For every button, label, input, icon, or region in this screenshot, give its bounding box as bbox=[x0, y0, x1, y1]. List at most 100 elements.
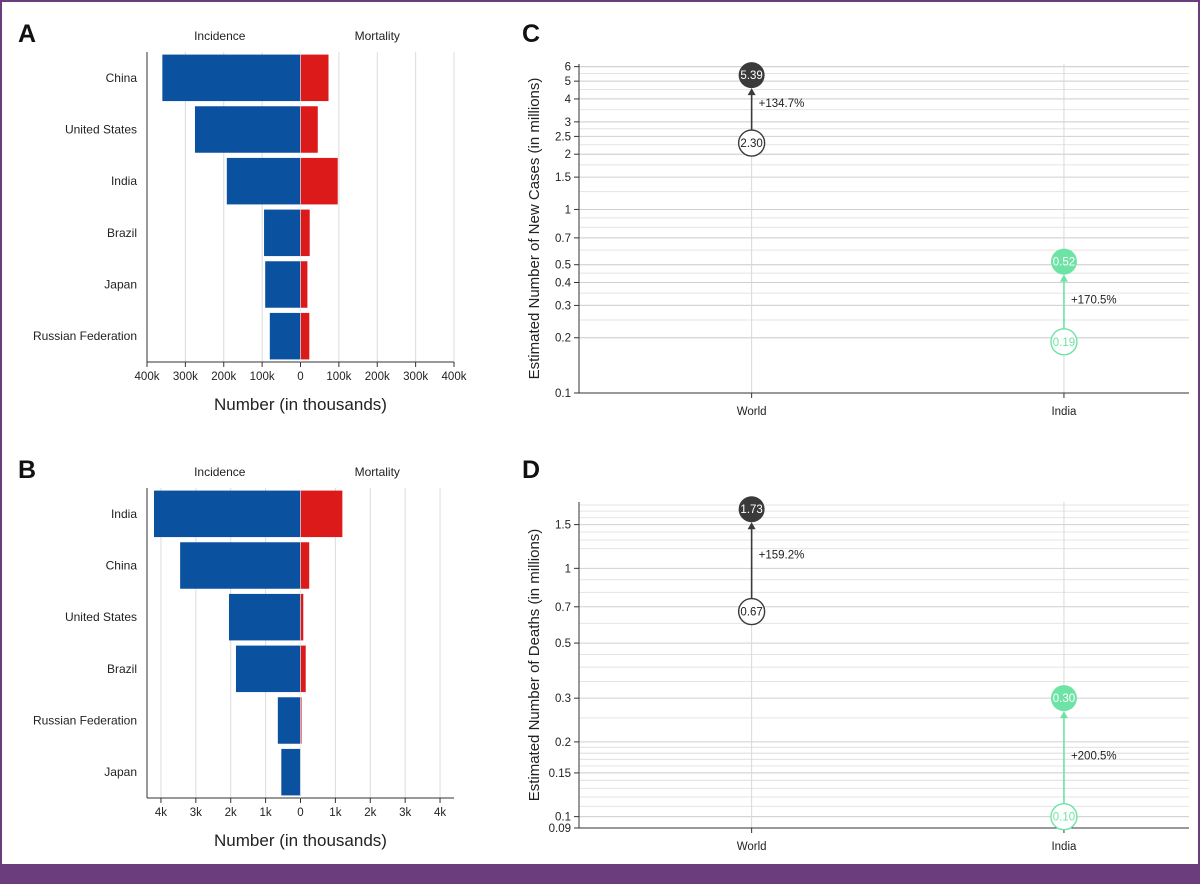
y-axis-title: Estimated Number of New Cases (in millio… bbox=[526, 78, 543, 380]
bar-mortality-united-states bbox=[300, 593, 304, 641]
bar-incidence-india bbox=[226, 157, 301, 205]
x-tick-label-world: World bbox=[737, 841, 767, 853]
x-tick-label: 2k bbox=[364, 807, 376, 819]
point-end-world bbox=[738, 496, 765, 523]
y-tick-label: 0.3 bbox=[555, 300, 571, 312]
change-annotation-india: +170.5% bbox=[1071, 295, 1117, 307]
x-tick-label: 200k bbox=[211, 371, 236, 383]
x-tick-label: 100k bbox=[326, 371, 351, 383]
category-label: Brazil bbox=[107, 226, 137, 240]
chart-a-incidence-mortality-bars: Incidence Mortality China United States Indi… bbox=[33, 29, 467, 414]
x-tick-label: 200k bbox=[365, 371, 390, 383]
point-end-india bbox=[1050, 248, 1077, 275]
y-tick-label: 0.2 bbox=[555, 737, 571, 749]
chart-c-new-cases-dot-plot: 6 5 4 3 2.5 2 1.5 1 0.7 0.5 0.4 0.3 0.2 0.1 World India… bbox=[526, 62, 1189, 418]
x-tick-label: 0 bbox=[297, 807, 303, 819]
category-label: China bbox=[106, 71, 138, 85]
point-end-label: 5.39 bbox=[740, 70, 762, 82]
bar-incidence-brazil bbox=[264, 209, 301, 257]
figure-canvas: A B C D Incidence Mortality China United St… bbox=[18, 20, 1189, 853]
x-tick-label: 1k bbox=[260, 807, 272, 819]
bar-incidence-brazil bbox=[235, 645, 301, 693]
bar-incidence-japan bbox=[281, 748, 301, 796]
y-tick-label: 0.09 bbox=[549, 823, 571, 835]
bar-mortality-india bbox=[300, 157, 338, 205]
bar-incidence-india bbox=[153, 490, 301, 538]
y-tick-label: 5 bbox=[565, 76, 571, 88]
x-tick-label: 4k bbox=[434, 807, 446, 819]
category-label: Japan bbox=[104, 765, 137, 779]
arrow-head-world bbox=[747, 522, 756, 530]
point-end-label: 0.52 bbox=[1053, 257, 1075, 269]
y-tick-label: 0.1 bbox=[555, 812, 571, 824]
x-tick-label: 400k bbox=[442, 371, 467, 383]
y-tick-label: 0.7 bbox=[555, 602, 571, 614]
category-label: Brazil bbox=[107, 662, 137, 676]
header-incidence: Incidence bbox=[194, 465, 246, 479]
bar-incidence-united-states bbox=[194, 106, 301, 153]
x-tick-label: 0 bbox=[297, 371, 303, 383]
arrow-head-india bbox=[1059, 274, 1068, 282]
point-end-world bbox=[738, 62, 765, 89]
point-end-label: 0.30 bbox=[1053, 693, 1075, 705]
y-tick-label: 0.5 bbox=[555, 260, 571, 272]
category-label: Russian Federation bbox=[33, 329, 137, 343]
y-tick-label: 0.4 bbox=[555, 277, 572, 289]
y-axis-title: Estimated Number of Deaths (in millions) bbox=[526, 529, 543, 802]
x-axis-title: Number (in thousands) bbox=[214, 395, 387, 414]
change-annotation-india: +200.5% bbox=[1071, 750, 1117, 762]
bar-incidence-china bbox=[180, 542, 301, 589]
x-tick-label: 4k bbox=[155, 807, 167, 819]
y-tick-label: 0.5 bbox=[555, 638, 571, 650]
y-tick-label: 0.7 bbox=[555, 233, 571, 245]
y-tick-label: 1 bbox=[565, 204, 571, 216]
category-label: Russian Federation bbox=[33, 714, 137, 728]
bar-mortality-russian-federation bbox=[300, 312, 310, 360]
category-label: India bbox=[111, 174, 137, 188]
arrow-head-india bbox=[1059, 711, 1068, 719]
y-tick-label: 0.1 bbox=[555, 388, 571, 400]
header-mortality: Mortality bbox=[355, 465, 400, 479]
y-tick-label: 0.2 bbox=[555, 333, 571, 345]
category-label: China bbox=[106, 559, 138, 573]
bar-mortality-india bbox=[300, 490, 343, 538]
panel-letter-b: B bbox=[18, 456, 36, 484]
x-axis-title: Number (in thousands) bbox=[214, 831, 387, 850]
point-start-world bbox=[737, 129, 766, 157]
x-tick-label: 300k bbox=[173, 371, 198, 383]
bar-incidence-russian-federation bbox=[269, 312, 301, 360]
x-tick-label-world: World bbox=[737, 406, 767, 418]
chart-b-incidence-mortality-bars: Incidence Mortality India China United State… bbox=[33, 465, 454, 850]
y-tick-label: 3 bbox=[565, 117, 571, 129]
point-end-india bbox=[1050, 685, 1077, 712]
bar-incidence-russian-federation bbox=[277, 697, 301, 744]
y-tick-label: 1 bbox=[565, 563, 571, 575]
panel-letter-c: C bbox=[522, 20, 540, 48]
header-mortality: Mortality bbox=[355, 29, 400, 43]
y-tick-label: 0.15 bbox=[549, 768, 571, 780]
bar-mortality-china bbox=[300, 542, 310, 589]
point-start-label: 0.67 bbox=[740, 607, 762, 619]
y-tick-label: 1.5 bbox=[555, 520, 571, 532]
category-label: India bbox=[111, 507, 137, 521]
point-start-label: 0.19 bbox=[1053, 337, 1075, 349]
y-tick-label: 1.5 bbox=[555, 172, 571, 184]
bar-mortality-china bbox=[300, 54, 329, 102]
bar-mortality-brazil bbox=[300, 645, 306, 693]
y-tick-label: 0.3 bbox=[555, 693, 571, 705]
y-tick-label: 6 bbox=[565, 62, 571, 74]
panel-letter-a: A bbox=[18, 20, 36, 48]
point-start-india bbox=[1050, 802, 1078, 831]
x-tick-label: 100k bbox=[250, 371, 275, 383]
change-annotation-world: +159.2% bbox=[759, 549, 805, 561]
bar-incidence-china bbox=[162, 54, 301, 102]
bar-incidence-united-states bbox=[228, 593, 301, 641]
point-start-india bbox=[1050, 328, 1078, 356]
bar-incidence-japan bbox=[265, 261, 301, 308]
x-tick-label: 300k bbox=[403, 371, 428, 383]
category-label: United States bbox=[65, 123, 137, 137]
change-annotation-world: +134.7% bbox=[759, 98, 805, 110]
x-tick-label: 400k bbox=[135, 371, 160, 383]
point-start-world bbox=[737, 597, 766, 626]
y-tick-label: 2.5 bbox=[555, 131, 571, 143]
